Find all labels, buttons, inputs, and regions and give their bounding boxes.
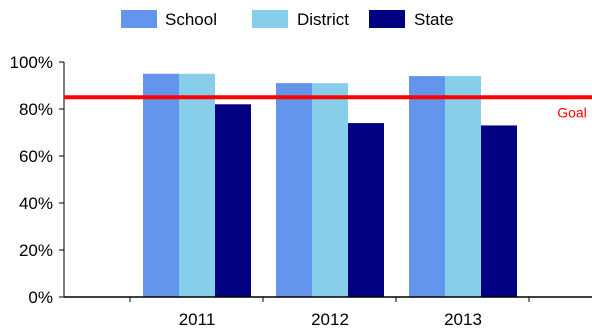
x-tick-label: 2013 bbox=[444, 310, 482, 328]
x-tick-label: 2012 bbox=[311, 310, 349, 328]
y-tick-label: 100% bbox=[10, 53, 53, 72]
bar-district-2012 bbox=[312, 83, 348, 298]
bar-school-2011 bbox=[143, 73, 179, 297]
bar-district-2013 bbox=[445, 76, 481, 297]
y-tick-label: 40% bbox=[19, 194, 53, 213]
legend-swatch-school bbox=[121, 10, 157, 28]
legend-label-district: District bbox=[297, 10, 349, 29]
bar-state-2013 bbox=[481, 125, 517, 297]
legend-label-state: State bbox=[414, 10, 454, 29]
y-tick-label: 60% bbox=[19, 147, 53, 166]
x-axis: 2011 2012 2013 bbox=[64, 296, 592, 328]
bar-state-2011 bbox=[215, 104, 251, 297]
bar-school-2012 bbox=[276, 83, 312, 298]
legend-swatch-district bbox=[252, 10, 288, 28]
legend: School District State bbox=[121, 10, 454, 29]
bar-school-2013 bbox=[409, 76, 445, 297]
goal-label: Goal bbox=[557, 104, 587, 120]
bar-district-2011 bbox=[179, 73, 215, 297]
legend-label-school: School bbox=[165, 10, 217, 29]
bars bbox=[143, 73, 517, 298]
y-axis: 0% 20% 40% 60% 80% 100% bbox=[10, 53, 65, 307]
y-tick-label: 80% bbox=[19, 100, 53, 119]
bar-state-2012 bbox=[348, 123, 384, 297]
legend-swatch-state bbox=[369, 10, 405, 28]
goal-line-group: Goal bbox=[64, 95, 592, 120]
y-tick-label: 0% bbox=[28, 288, 53, 307]
x-tick-label: 2011 bbox=[179, 310, 216, 328]
y-tick-label: 20% bbox=[19, 241, 53, 260]
